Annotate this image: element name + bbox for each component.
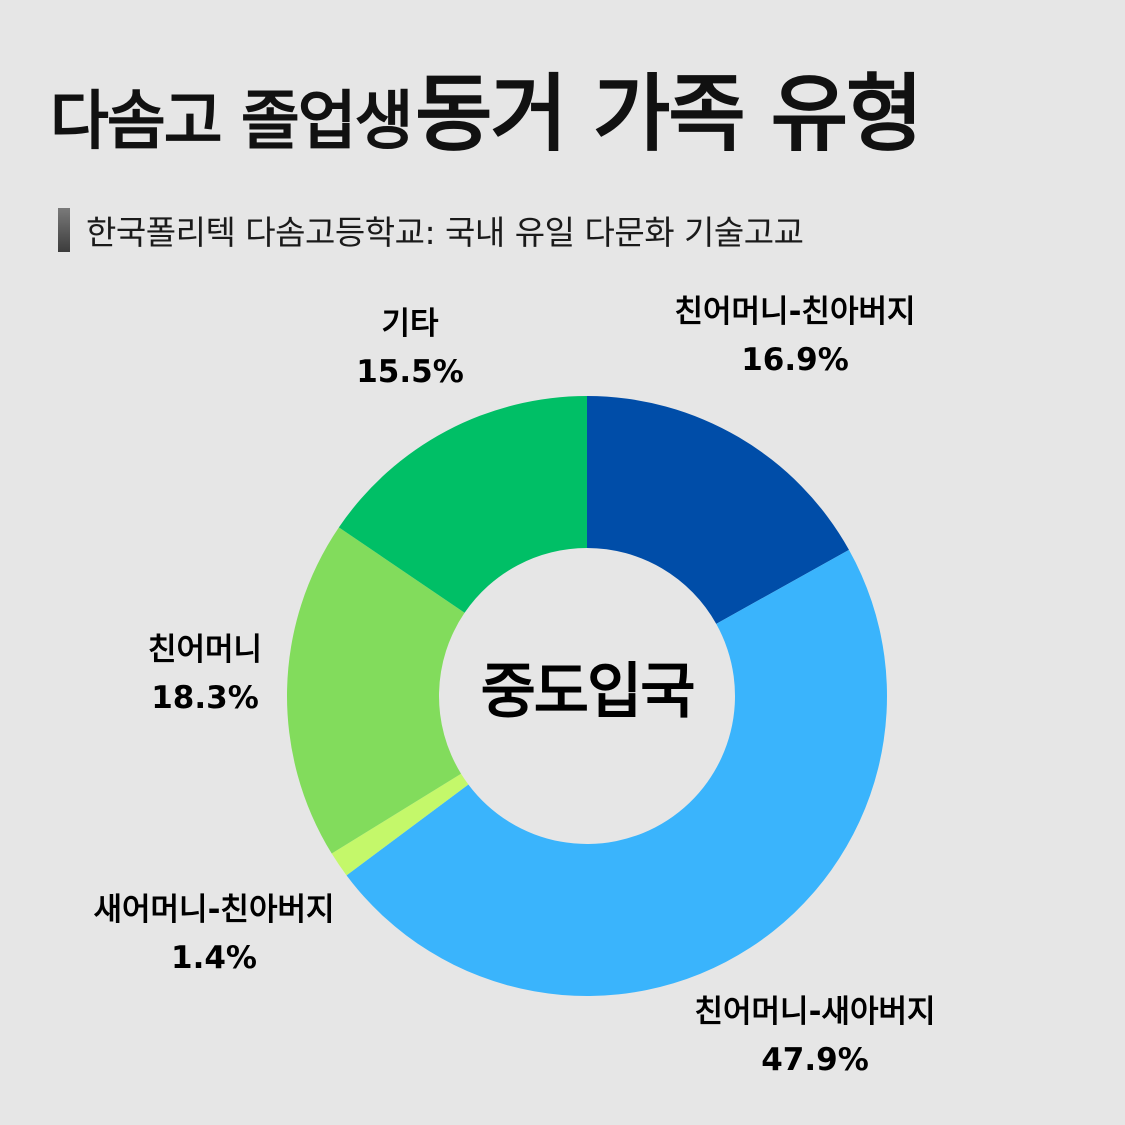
slice-3 — [331, 773, 469, 876]
subtitle-bar — [58, 208, 70, 252]
title-part-small: 다솜고 졸업생 — [50, 85, 414, 159]
slice-1 — [587, 396, 849, 624]
center-label: 중도입국 — [481, 657, 695, 727]
chart-title: 다솜고 졸업생 동거 가족 유형 — [50, 72, 923, 159]
slice-label-value: 1.4% — [171, 940, 257, 976]
subtitle-text: 한국폴리텍 다솜고등학교: 국내 유일 다문화 기술고교 — [86, 213, 804, 252]
slice-labels: 친어머니-친아버지 16.9% 친어머니-새아버지 47.9% 새어머니-친아버지 1.4… — [93, 294, 935, 1078]
title-part-large: 동거 가족 유형 — [415, 65, 923, 163]
slice-label-value: 18.3% — [151, 680, 259, 716]
slice-label-name: 기타 — [381, 306, 439, 342]
slice-label-name: 친어머니 — [148, 632, 262, 668]
slice-label-name: 친어머니-새아버지 — [694, 994, 935, 1030]
donut-slices — [287, 396, 888, 997]
slice-2 — [346, 549, 888, 997]
slice-label-value: 16.9% — [741, 342, 849, 378]
slice-label-value: 15.5% — [356, 354, 464, 390]
subtitle: 한국폴리텍 다솜고등학교: 국내 유일 다문화 기술고교 — [58, 206, 804, 254]
slice-label-name: 친어머니-친아버지 — [674, 294, 915, 330]
slice-label-value: 47.9% — [761, 1042, 869, 1078]
slice-label-name: 새어머니-친아버지 — [93, 892, 334, 928]
slice-5 — [338, 396, 587, 613]
slice-4 — [287, 527, 465, 854]
